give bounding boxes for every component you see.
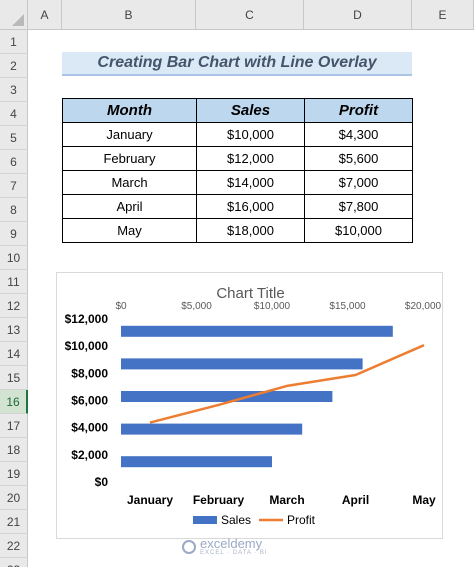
select-all-corner[interactable] <box>0 0 28 30</box>
left-axis-tick-label: $10,000 <box>65 339 109 353</box>
exceldemy-logo-icon <box>182 539 196 554</box>
row-header-21[interactable]: 21 <box>0 510 28 534</box>
category-label: March <box>269 493 304 507</box>
bar-sales-february <box>121 423 303 435</box>
cell-sales[interactable]: $16,000 <box>196 194 305 219</box>
row-header-18[interactable]: 18 <box>0 438 28 462</box>
cell-profit[interactable]: $4,300 <box>304 122 413 147</box>
cell-profit[interactable]: $7,000 <box>304 170 413 195</box>
row-header-23[interactable]: 23 <box>0 558 28 567</box>
category-label: February <box>193 493 245 507</box>
row-header-20[interactable]: 20 <box>0 486 28 510</box>
row-header-11[interactable]: 11 <box>0 270 28 294</box>
table-row: May $18,000 $10,000 <box>62 218 413 243</box>
watermark: exceldemy EXCEL · DATA · BI <box>182 537 268 556</box>
cell-month[interactable]: May <box>62 218 197 243</box>
cell-month[interactable]: January <box>62 122 197 147</box>
row-header-6[interactable]: 6 <box>0 150 28 174</box>
chart-area[interactable]: $0 $5,000 $10,000 $15,000 $20,000 $12,000 $10,… <box>56 272 443 539</box>
column-header-e[interactable]: E <box>412 0 474 30</box>
cell-month[interactable]: April <box>62 194 197 219</box>
header-sales[interactable]: Sales <box>196 98 305 123</box>
row-header-17[interactable]: 17 <box>0 414 28 438</box>
legend-label-profit: Profit <box>287 513 316 527</box>
row-header-15[interactable]: 15 <box>0 366 28 390</box>
bar-sales-april <box>121 358 363 370</box>
table-row: April $16,000 $7,800 <box>62 194 413 219</box>
row-header-16[interactable]: 16 <box>0 390 28 414</box>
row-header-4[interactable]: 4 <box>0 102 28 126</box>
cell-month[interactable]: March <box>62 170 197 195</box>
cell-sales[interactable]: $10,000 <box>196 122 305 147</box>
row-header-3[interactable]: 3 <box>0 78 28 102</box>
bar-sales-may <box>121 325 393 337</box>
cell-profit[interactable]: $5,600 <box>304 146 413 171</box>
cell-profit[interactable]: $10,000 <box>304 218 413 243</box>
cell-month[interactable]: February <box>62 146 197 171</box>
row-header-22[interactable]: 22 <box>0 534 28 558</box>
header-profit[interactable]: Profit <box>304 98 413 123</box>
left-axis-tick-label: $0 <box>95 475 109 489</box>
row-header-13[interactable]: 13 <box>0 318 28 342</box>
bar-sales-march <box>121 391 333 402</box>
left-axis-tick-label: $2,000 <box>71 448 108 462</box>
watermark-name: exceldemy <box>200 536 263 551</box>
cell-sales[interactable]: $14,000 <box>196 170 305 195</box>
row-header-7[interactable]: 7 <box>0 174 28 198</box>
category-label: January <box>127 493 173 507</box>
cell-sales[interactable]: $18,000 <box>196 218 305 243</box>
line-profit <box>149 344 425 424</box>
row-header-19[interactable]: 19 <box>0 462 28 486</box>
row-header-10[interactable]: 10 <box>0 246 28 270</box>
column-header-d[interactable]: D <box>304 0 412 30</box>
category-label: April <box>342 493 369 507</box>
top-axis-tick-label: $20,000 <box>405 301 442 312</box>
row-header-1[interactable]: 1 <box>0 30 28 54</box>
row-header-2[interactable]: 2 <box>0 54 28 78</box>
category-label: May <box>412 493 436 507</box>
row-header-5[interactable]: 5 <box>0 126 28 150</box>
row-header-14[interactable]: 14 <box>0 342 28 366</box>
watermark-tagline: EXCEL · DATA · BI <box>200 550 268 556</box>
top-axis-tick-label: $10,000 <box>254 301 291 312</box>
column-header-b[interactable]: B <box>62 0 196 30</box>
chart-svg: $0 $5,000 $10,000 $15,000 $20,000 $12,000 $10,… <box>65 301 442 527</box>
left-axis-tick-label: $4,000 <box>71 421 108 435</box>
row-header-12[interactable]: 12 <box>0 294 28 318</box>
sheet-title: Creating Bar Chart with Line Overlay <box>62 52 412 76</box>
top-axis-tick-label: $5,000 <box>181 301 212 312</box>
legend-label-sales: Sales <box>221 513 251 527</box>
left-axis-tick-label: $6,000 <box>71 394 108 408</box>
row-header-8[interactable]: 8 <box>0 198 28 222</box>
legend-swatch-sales <box>193 516 217 524</box>
header-month[interactable]: Month <box>62 98 197 123</box>
chart-title[interactable]: Chart Title <box>216 285 285 302</box>
top-axis-tick-label: $0 <box>115 301 127 312</box>
bar-sales-january <box>121 456 272 468</box>
left-axis-tick-label: $12,000 <box>65 312 109 326</box>
table-row: February $12,000 $5,600 <box>62 146 413 171</box>
left-axis-tick-label: $8,000 <box>71 366 108 380</box>
cell-profit[interactable]: $7,800 <box>304 194 413 219</box>
row-header-9[interactable]: 9 <box>0 222 28 246</box>
data-table: Month Sales Profit January $10,000 $4,30… <box>62 98 413 243</box>
table-row: January $10,000 $4,300 <box>62 122 413 147</box>
column-header-a[interactable]: A <box>28 0 62 30</box>
top-axis-tick-label: $15,000 <box>329 301 366 312</box>
cell-sales[interactable]: $12,000 <box>196 146 305 171</box>
column-header-c[interactable]: C <box>196 0 304 30</box>
table-row: March $14,000 $7,000 <box>62 170 413 195</box>
